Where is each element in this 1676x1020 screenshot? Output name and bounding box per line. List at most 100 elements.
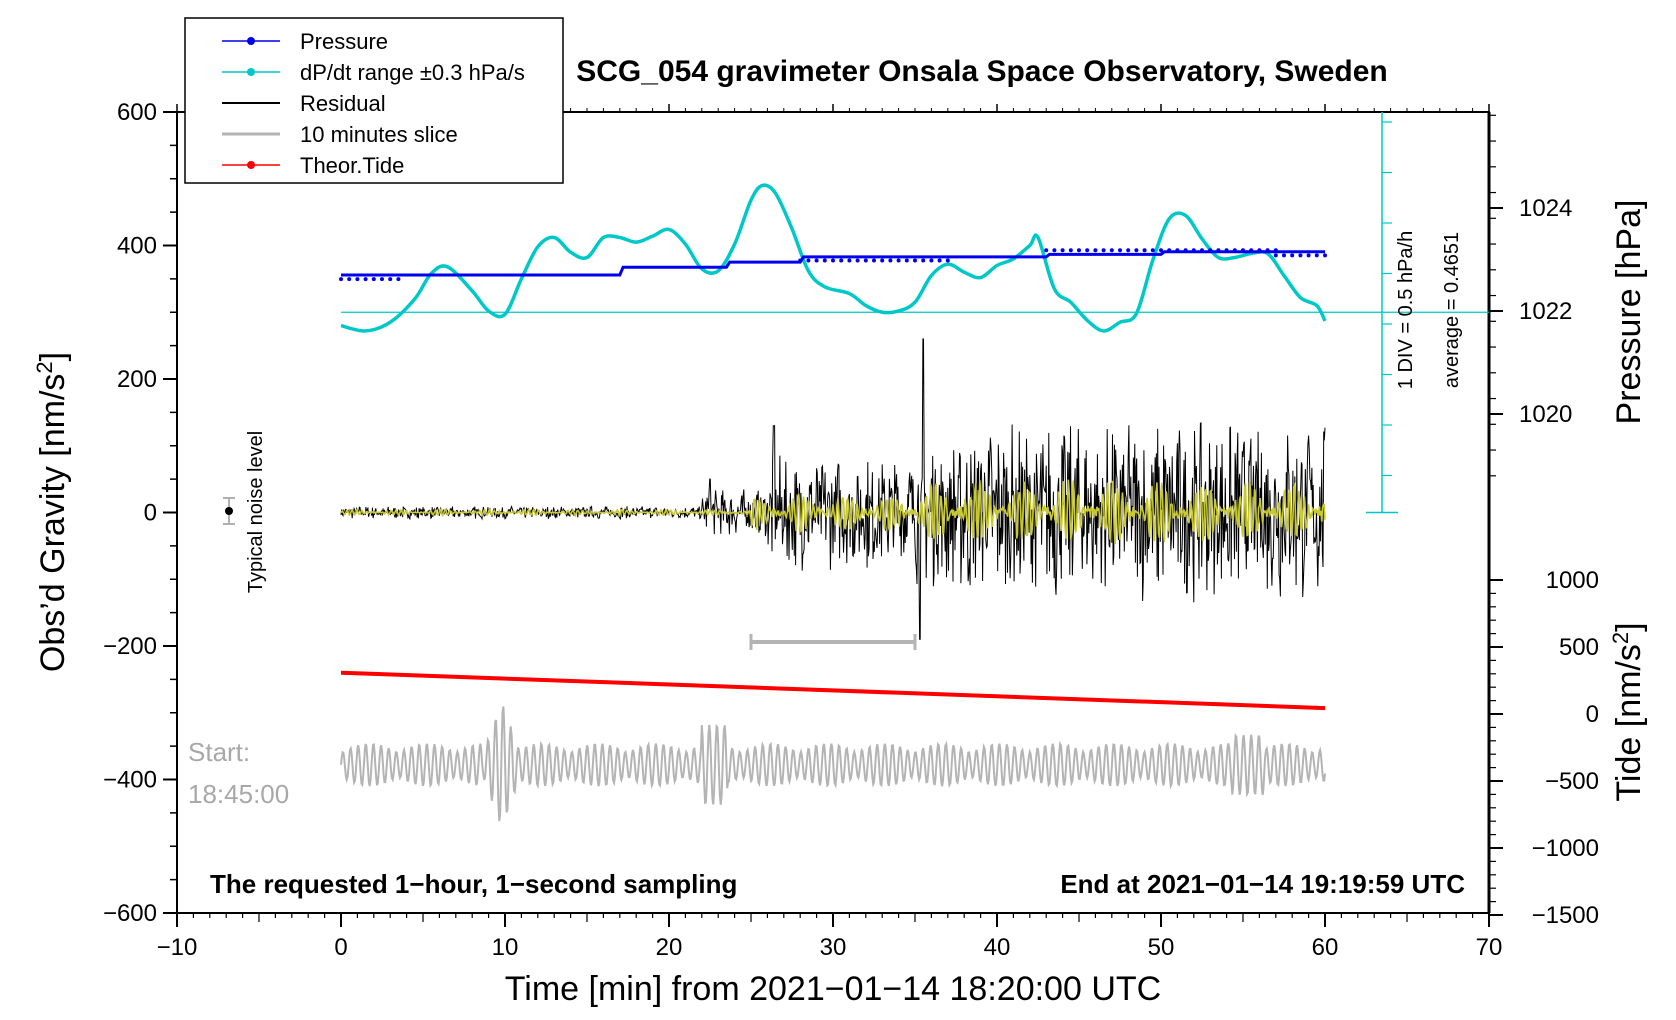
pressure-point — [1101, 248, 1106, 253]
pressure-point — [1200, 248, 1204, 253]
x-tick-label: 50 — [1148, 934, 1175, 961]
pressure-point — [929, 258, 934, 263]
pressure-point — [1109, 248, 1114, 253]
pressure-point — [1150, 248, 1155, 253]
pressure-point — [339, 277, 343, 282]
scale-annotation-div: 1 DIV = 0.5 hPa/h — [1395, 231, 1417, 389]
pressure-point — [1068, 248, 1073, 253]
series-layer — [339, 183, 1489, 822]
pressure-point — [872, 258, 876, 263]
pressure-point — [1060, 248, 1065, 253]
x-axis-label: Time [min] from 2021−01−14 18:20:00 UTC — [505, 970, 1161, 1008]
x-tick-label: 40 — [984, 934, 1011, 961]
pressure-point — [1118, 248, 1122, 253]
x-tick-label: 70 — [1476, 934, 1503, 961]
pressure-point — [1298, 253, 1303, 258]
pressure-point — [880, 258, 885, 263]
theor-tide-line — [340, 670, 1326, 711]
pressure-point — [798, 258, 803, 263]
pressure-point — [347, 277, 352, 282]
pressure-point — [1052, 248, 1057, 253]
x-tick-label: 0 — [334, 934, 347, 961]
tide-tick-label: 0 — [1586, 701, 1599, 728]
pressure-point — [1314, 253, 1319, 258]
left-axis-label: Obs’d Gravity [nm/s2] — [32, 352, 72, 672]
pressure-point — [388, 277, 393, 282]
legend-label-slice: 10 minutes slice — [300, 122, 458, 147]
pressure-point — [396, 277, 401, 282]
pressure-point — [1290, 253, 1295, 258]
x-tick-label: −10 — [157, 934, 198, 961]
pressure-point — [904, 258, 909, 263]
pressure-point — [814, 258, 819, 263]
legend-label-residual: Residual — [300, 91, 386, 116]
pressure-point — [831, 258, 835, 263]
pressure-point — [921, 258, 926, 263]
pressure-point — [1191, 248, 1196, 253]
pressure-point — [822, 258, 827, 263]
left-axis: −600 −400 −200 0 200 400 600 — [103, 99, 177, 927]
pressure-point — [1265, 248, 1270, 253]
pressure-point — [1273, 248, 1278, 253]
pressure-point — [1175, 248, 1180, 253]
pressure-point — [847, 258, 852, 263]
legend: Pressure dP/dt range ±0.3 hPa/s Residual… — [184, 17, 564, 184]
chart-title: SCG_054 gravimeter Onsala Space Observat… — [576, 55, 1388, 88]
x-tick-label: 10 — [492, 934, 519, 961]
pressure-point — [945, 258, 950, 263]
slice-wave-line — [340, 706, 1326, 822]
pressure-point — [839, 258, 844, 263]
pressure-axis-label: Pressure [hPa] — [1610, 200, 1648, 425]
pressure-point — [1282, 253, 1286, 258]
left-tick-label: 200 — [117, 366, 157, 393]
pressure-point — [380, 277, 384, 282]
pressure-point — [363, 277, 368, 282]
legend-entry-slice: 10 minutes slice — [222, 122, 458, 147]
x-axis: −10 0 10 20 30 40 50 60 70 — [157, 104, 1503, 961]
legend-entry-tide: Theor.Tide — [222, 153, 404, 178]
pressure-point — [1249, 248, 1254, 253]
pressure-line — [341, 250, 1325, 277]
dpdt-curve — [340, 183, 1327, 333]
legend-box — [184, 17, 564, 184]
pressure-point — [913, 258, 917, 263]
residual-line — [340, 338, 1326, 640]
filtered-residual-line — [340, 479, 1326, 545]
pressure-point — [1208, 248, 1213, 253]
pressure-point — [896, 258, 901, 263]
pressure-point — [1142, 248, 1147, 253]
pressure-point — [1323, 253, 1327, 258]
left-tick-label: −400 — [103, 767, 157, 794]
tide-tick-label: 1000 — [1546, 567, 1599, 594]
legend-label-dpdt: dP/dt range ±0.3 hPa/s — [300, 60, 525, 85]
x-tick-label: 20 — [656, 934, 683, 961]
left-tick-label: 600 — [117, 99, 157, 126]
pressure-point — [1126, 248, 1131, 253]
pressure-point — [1044, 248, 1049, 253]
legend-entry-dpdt: dP/dt range ±0.3 hPa/s — [222, 60, 525, 85]
pressure-point — [806, 258, 811, 263]
right-axis: 1020 1022 1024 1000 500 0 −500 −1000 −1500 — [1489, 114, 1599, 929]
pressure-point — [1257, 248, 1262, 253]
pressure-point — [1159, 248, 1163, 253]
pressure-tick-label: 1022 — [1519, 298, 1572, 325]
tide-tick-label: −1000 — [1532, 835, 1599, 862]
pressure-point — [1134, 248, 1139, 253]
tide-axis-label: Tide [nm/s2] — [1608, 622, 1648, 801]
pressure-point — [1306, 253, 1311, 258]
left-tick-label: 0 — [144, 500, 157, 527]
pressure-point — [1093, 248, 1098, 253]
x-tick-label: 30 — [820, 934, 847, 961]
pressure-point — [1224, 248, 1229, 253]
pressure-point — [1273, 253, 1278, 258]
scale-annotation-average: average = 0.4651 — [1441, 232, 1463, 388]
x-tick-label: 60 — [1312, 934, 1339, 961]
pressure-point — [937, 258, 942, 263]
legend-label-tide: Theor.Tide — [300, 153, 404, 178]
pressure-point — [1167, 248, 1172, 253]
tide-tick-label: −500 — [1545, 768, 1599, 795]
pressure-point — [855, 258, 860, 263]
pressure-point — [355, 277, 360, 282]
pressure-point — [888, 258, 893, 263]
